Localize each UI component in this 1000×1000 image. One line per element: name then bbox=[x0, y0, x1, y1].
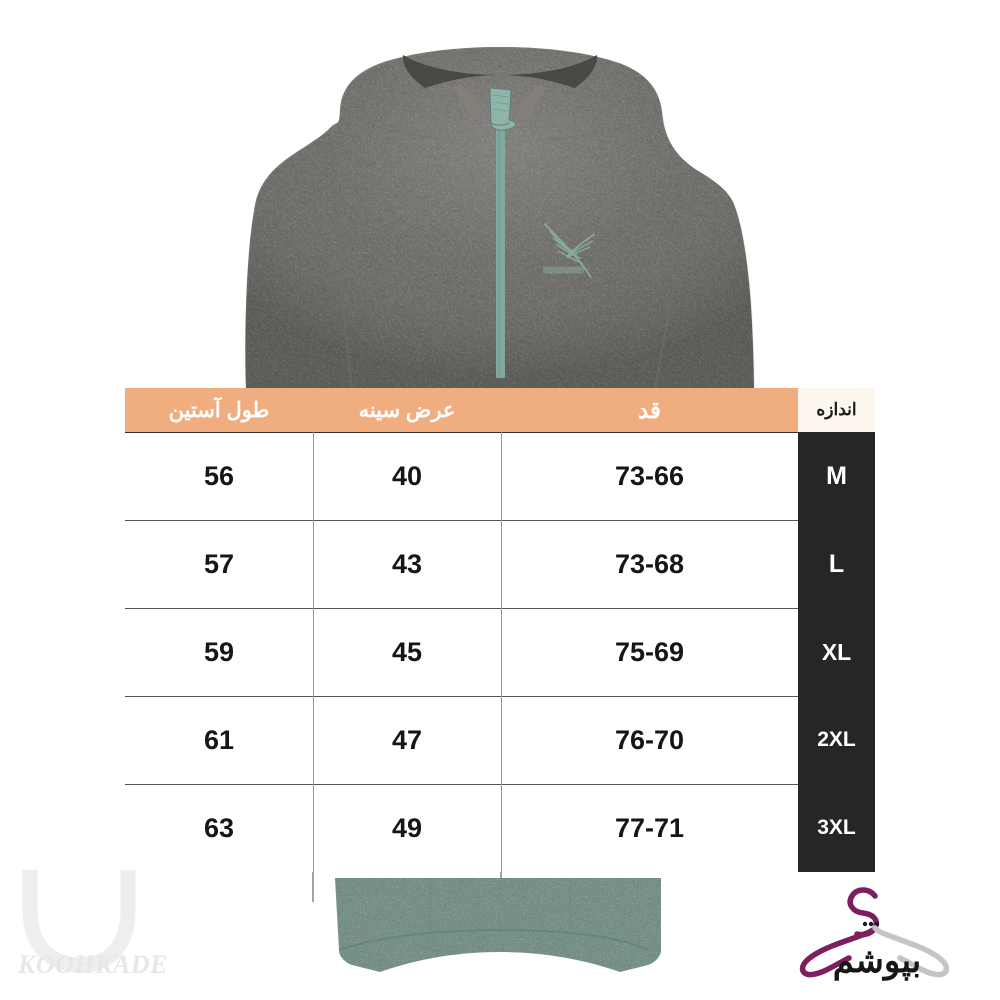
svg-text:KOOHKADE: KOOHKADE bbox=[17, 950, 168, 979]
svg-text:بپوشم: بپوشم bbox=[833, 942, 921, 981]
